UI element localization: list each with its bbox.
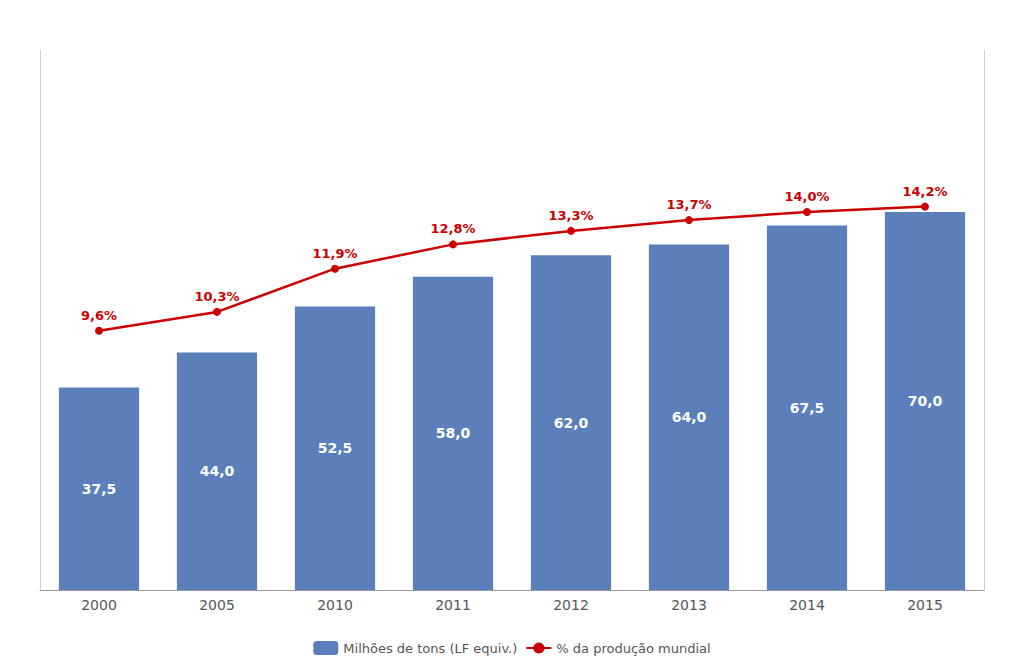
svg-text:70,0: 70,0 xyxy=(908,393,943,409)
svg-text:2014: 2014 xyxy=(789,597,825,613)
svg-text:2011: 2011 xyxy=(435,597,471,613)
svg-text:Milhões de tons (LF equiv.): Milhões de tons (LF equiv.) xyxy=(343,641,517,656)
svg-text:37,5: 37,5 xyxy=(82,481,117,497)
svg-text:52,5: 52,5 xyxy=(318,440,353,456)
svg-text:9,6%: 9,6% xyxy=(81,308,117,323)
svg-text:10,3%: 10,3% xyxy=(194,289,239,304)
svg-text:12,8%: 12,8% xyxy=(430,221,475,236)
svg-text:14,2%: 14,2% xyxy=(902,184,947,199)
svg-text:64,0: 64,0 xyxy=(672,409,707,425)
svg-text:62,0: 62,0 xyxy=(554,415,589,431)
svg-text:% da produção mundial: % da produção mundial xyxy=(556,641,710,656)
svg-text:2013: 2013 xyxy=(671,597,707,613)
svg-text:44,0: 44,0 xyxy=(200,463,235,479)
svg-text:2012: 2012 xyxy=(553,597,589,613)
svg-text:2015: 2015 xyxy=(907,597,943,613)
svg-text:2000: 2000 xyxy=(81,597,117,613)
svg-text:67,5: 67,5 xyxy=(790,400,825,416)
svg-text:58,0: 58,0 xyxy=(436,425,471,441)
svg-text:2005: 2005 xyxy=(199,597,235,613)
svg-text:14,0%: 14,0% xyxy=(784,189,829,204)
svg-text:2010: 2010 xyxy=(317,597,353,613)
svg-text:13,3%: 13,3% xyxy=(548,208,593,223)
svg-text:13,7%: 13,7% xyxy=(666,197,711,212)
svg-text:11,9%: 11,9% xyxy=(312,246,357,261)
